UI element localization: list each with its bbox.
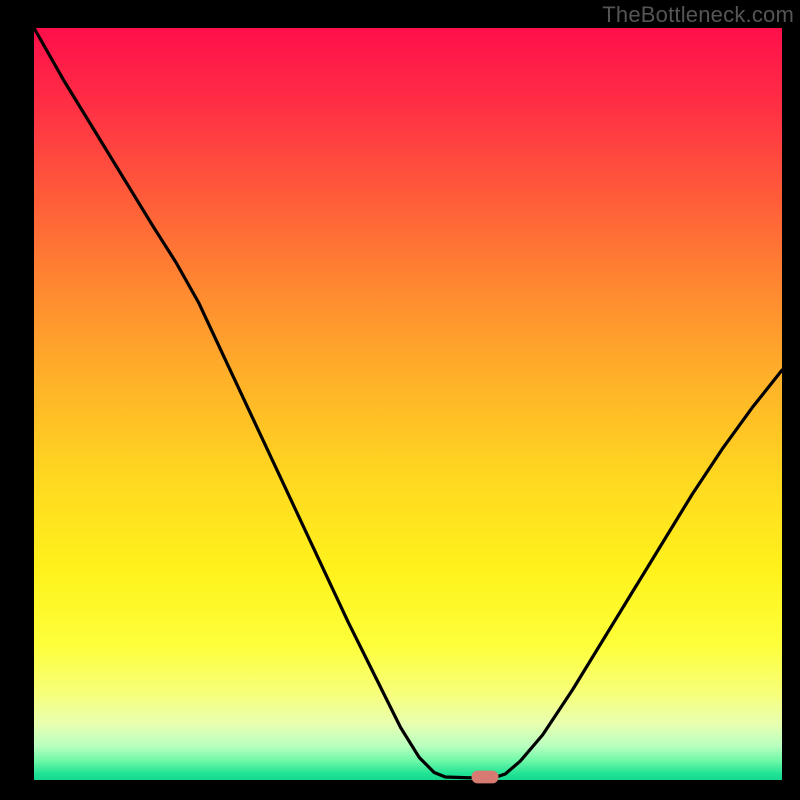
plot-area bbox=[34, 28, 782, 780]
optimal-marker bbox=[34, 28, 782, 780]
chart-container: TheBottleneck.com bbox=[0, 0, 800, 800]
watermark-text: TheBottleneck.com bbox=[602, 2, 794, 28]
